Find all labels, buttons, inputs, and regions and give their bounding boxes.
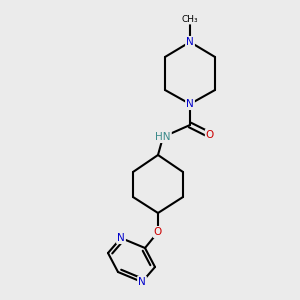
Text: HN: HN [155,132,171,142]
Text: N: N [186,37,194,47]
Text: N: N [186,99,194,109]
Text: N: N [138,277,146,287]
Text: CH₃: CH₃ [182,14,198,23]
Text: N: N [117,233,125,243]
Text: O: O [206,130,214,140]
Text: O: O [154,227,162,237]
